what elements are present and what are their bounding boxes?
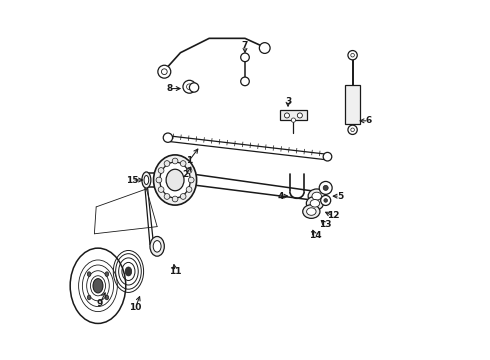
Text: 14: 14: [309, 231, 321, 240]
Circle shape: [158, 186, 164, 192]
Ellipse shape: [307, 208, 316, 215]
Circle shape: [291, 118, 295, 122]
Ellipse shape: [153, 155, 196, 205]
Bar: [344, 85, 361, 125]
Ellipse shape: [125, 267, 132, 276]
Circle shape: [348, 125, 357, 134]
Circle shape: [158, 168, 164, 174]
Ellipse shape: [142, 172, 151, 188]
Text: 15: 15: [126, 176, 138, 185]
Ellipse shape: [70, 248, 126, 323]
Ellipse shape: [306, 197, 323, 210]
Ellipse shape: [166, 169, 184, 191]
Circle shape: [187, 84, 192, 90]
Circle shape: [323, 185, 328, 190]
Circle shape: [297, 113, 302, 118]
Ellipse shape: [87, 295, 91, 300]
Circle shape: [172, 196, 178, 202]
Ellipse shape: [303, 205, 320, 219]
Ellipse shape: [153, 240, 161, 252]
Ellipse shape: [312, 192, 321, 200]
Text: 11: 11: [169, 267, 181, 276]
Circle shape: [241, 77, 249, 86]
Circle shape: [183, 80, 196, 93]
Circle shape: [190, 83, 199, 92]
Text: 3: 3: [285, 96, 291, 105]
Circle shape: [156, 177, 162, 183]
Circle shape: [158, 65, 171, 78]
Ellipse shape: [308, 189, 325, 203]
Circle shape: [163, 133, 172, 142]
Bar: [280, 110, 307, 120]
Circle shape: [348, 50, 357, 60]
Circle shape: [188, 177, 194, 183]
Circle shape: [320, 195, 331, 206]
Circle shape: [161, 69, 167, 75]
Circle shape: [351, 128, 354, 132]
Ellipse shape: [87, 272, 91, 276]
Circle shape: [180, 194, 186, 199]
Text: 7: 7: [242, 41, 248, 50]
Circle shape: [241, 53, 249, 62]
Text: 13: 13: [319, 220, 332, 229]
Text: 2: 2: [183, 170, 189, 179]
Circle shape: [351, 53, 354, 57]
Circle shape: [285, 113, 290, 118]
Ellipse shape: [144, 176, 148, 184]
Ellipse shape: [105, 295, 109, 300]
Text: 6: 6: [366, 116, 372, 125]
Text: 4: 4: [278, 192, 284, 201]
Circle shape: [186, 168, 192, 174]
Ellipse shape: [310, 199, 319, 207]
Circle shape: [323, 152, 332, 161]
Circle shape: [324, 199, 327, 202]
Ellipse shape: [150, 237, 164, 256]
Circle shape: [164, 194, 170, 199]
Text: 9: 9: [97, 299, 103, 308]
Text: 5: 5: [337, 192, 343, 201]
Ellipse shape: [160, 162, 190, 198]
Text: 1: 1: [186, 156, 193, 165]
Ellipse shape: [93, 279, 103, 293]
Text: 12: 12: [327, 211, 339, 220]
Circle shape: [180, 161, 186, 166]
Circle shape: [172, 158, 178, 164]
Circle shape: [319, 181, 332, 194]
Circle shape: [259, 42, 270, 53]
Text: 8: 8: [167, 84, 173, 93]
Text: 10: 10: [129, 303, 142, 312]
Circle shape: [186, 186, 192, 192]
Ellipse shape: [105, 272, 109, 276]
Circle shape: [164, 161, 170, 166]
